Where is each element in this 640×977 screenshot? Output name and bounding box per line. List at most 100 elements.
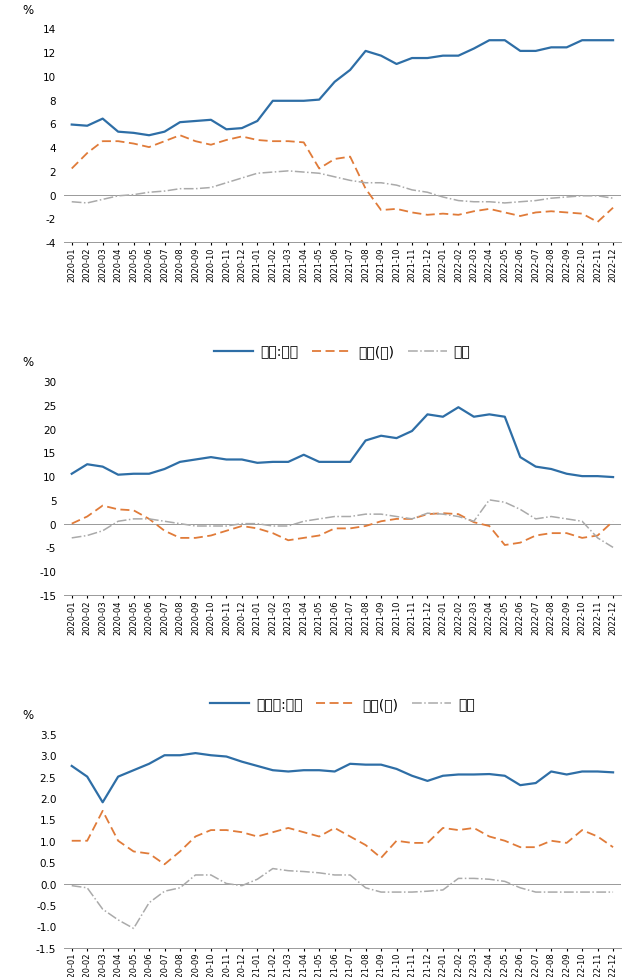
中国:水平 [161, 749, 168, 761]
巴西:水平 [470, 44, 477, 56]
曲率 [547, 193, 555, 205]
曲率 [439, 509, 447, 521]
中国:水平 [470, 769, 477, 781]
曲率 [501, 875, 509, 887]
斜率(右) [501, 207, 509, 219]
巴西:水平 [191, 116, 199, 128]
曲率 [284, 865, 292, 876]
巴西:水平 [99, 113, 106, 125]
斜率(右) [253, 523, 261, 534]
Line: 斜率(右): 斜率(右) [72, 136, 613, 223]
土耳其:水平 [176, 456, 184, 468]
曲率 [191, 521, 199, 532]
巴西:水平 [594, 35, 602, 47]
曲率 [207, 183, 215, 194]
斜率(右) [207, 531, 215, 542]
斜率(右) [223, 825, 230, 836]
斜率(右) [346, 830, 354, 842]
土耳其:水平 [486, 409, 493, 421]
曲率 [532, 195, 540, 207]
中国:水平 [145, 758, 153, 770]
中国:水平 [424, 775, 431, 786]
土耳其:水平 [115, 469, 122, 481]
曲率 [470, 196, 477, 208]
曲率 [284, 521, 292, 532]
斜率(右) [176, 846, 184, 858]
斜率(右) [346, 523, 354, 534]
中国:水平 [362, 759, 369, 771]
斜率(右) [176, 130, 184, 142]
曲率 [579, 191, 586, 202]
曲率 [516, 504, 524, 516]
土耳其:水平 [408, 426, 416, 438]
曲率 [393, 886, 401, 898]
斜率(右) [609, 516, 617, 528]
土耳其:水平 [547, 464, 555, 476]
巴西:水平 [300, 96, 308, 107]
斜率(右) [269, 528, 276, 539]
Line: 斜率(右): 斜率(右) [72, 811, 613, 865]
曲率 [130, 190, 138, 201]
巴西:水平 [362, 46, 369, 58]
曲率 [579, 516, 586, 528]
土耳其:水平 [331, 456, 339, 468]
斜率(右) [547, 206, 555, 218]
曲率 [516, 196, 524, 208]
曲率 [377, 886, 385, 898]
斜率(右) [408, 514, 416, 526]
斜率(右) [68, 163, 76, 175]
巴西:水平 [579, 35, 586, 47]
曲率 [609, 542, 617, 554]
土耳其:水平 [99, 461, 106, 473]
斜率(右) [393, 514, 401, 526]
斜率(右) [99, 500, 106, 512]
曲率 [99, 904, 106, 915]
斜率(右) [316, 531, 323, 542]
中国:水平 [439, 770, 447, 782]
曲率 [408, 886, 416, 898]
土耳其:水平 [362, 435, 369, 446]
曲率 [532, 886, 540, 898]
中国:水平 [408, 770, 416, 782]
土耳其:水平 [130, 468, 138, 480]
Line: 土耳其:水平: 土耳其:水平 [72, 407, 613, 478]
曲率 [269, 167, 276, 179]
斜率(右) [532, 841, 540, 853]
Text: %: % [22, 708, 33, 721]
Line: 巴西:水平: 巴西:水平 [72, 41, 613, 136]
斜率(右) [454, 509, 462, 521]
斜率(右) [439, 508, 447, 520]
曲率 [161, 885, 168, 897]
曲率 [579, 886, 586, 898]
斜率(右) [454, 210, 462, 222]
巴西:水平 [547, 42, 555, 54]
巴西:水平 [501, 35, 509, 47]
曲率 [424, 885, 431, 897]
斜率(右) [161, 526, 168, 537]
斜率(右) [486, 204, 493, 216]
曲率 [99, 194, 106, 206]
中国:水平 [393, 763, 401, 775]
斜率(右) [207, 140, 215, 151]
巴西:水平 [145, 130, 153, 142]
土耳其:水平 [532, 461, 540, 473]
斜率(右) [331, 154, 339, 166]
曲率 [115, 191, 122, 202]
曲率 [563, 191, 570, 203]
Line: 斜率(右): 斜率(右) [72, 506, 613, 545]
斜率(右) [454, 825, 462, 836]
斜率(右) [253, 135, 261, 147]
曲率 [68, 880, 76, 892]
中国:水平 [331, 766, 339, 778]
曲率 [145, 897, 153, 909]
斜率(右) [331, 523, 339, 534]
巴西:水平 [207, 115, 215, 127]
土耳其:水平 [516, 451, 524, 463]
曲率 [145, 188, 153, 199]
曲率 [238, 880, 246, 892]
曲率 [501, 198, 509, 210]
巴西:水平 [377, 51, 385, 63]
中国:水平 [253, 760, 261, 772]
斜率(右) [579, 208, 586, 220]
巴西:水平 [115, 127, 122, 139]
